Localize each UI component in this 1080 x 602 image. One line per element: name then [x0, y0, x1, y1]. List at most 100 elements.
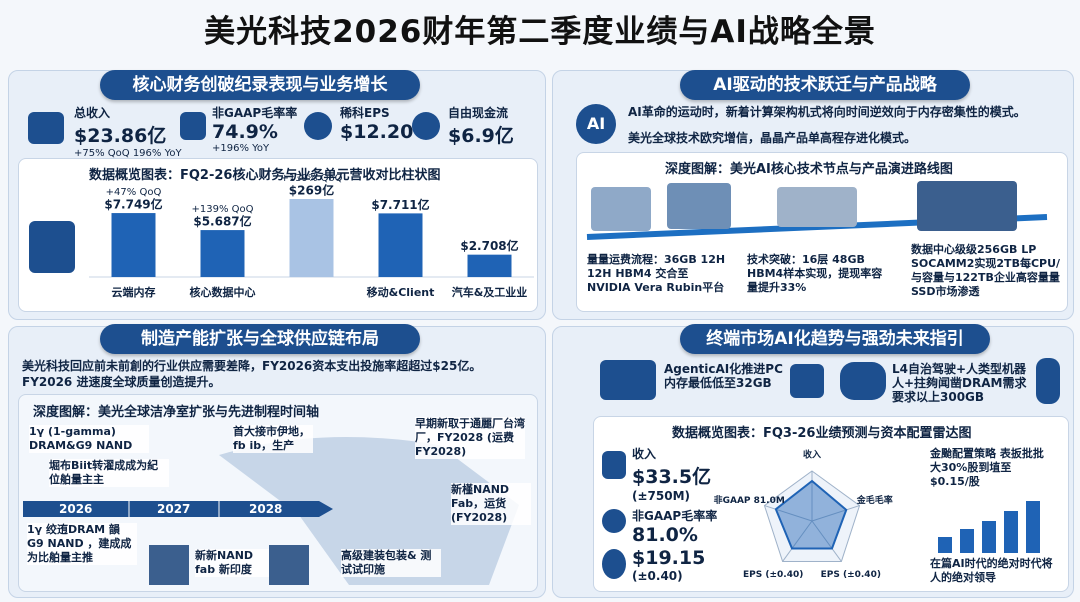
x-tick-label: 云端内存 — [112, 285, 156, 299]
radar-spoke — [811, 520, 842, 562]
market-item: L4自治驾驶+人类型机器人+拄夠闻凿DRAM需求要求以上300GB — [892, 362, 1027, 404]
kpi-sub: +75% QoQ 196% YoY — [74, 148, 182, 159]
bar — [111, 213, 156, 277]
kpi: 总收入 $23.86亿 +75% QoQ 196% YoY — [74, 104, 182, 159]
kpi-label: 稀科EPS — [340, 106, 390, 120]
robot-icon — [1036, 358, 1060, 404]
annotation: +139% QoQ — [280, 173, 342, 184]
growth-bar — [1026, 501, 1040, 553]
map-art — [219, 437, 519, 585]
bar — [378, 213, 423, 277]
kpi-value: $12.20 — [340, 121, 414, 143]
timeline-title: 深度图解：美光全球洁净室扩张与先进制程时间轴 — [33, 405, 320, 420]
radar-panel: 数据概览图表：FQ3-26业绩预测与资本配置雷达图 收入 $33.5亿 (±750M… — [593, 416, 1069, 592]
bar — [467, 254, 512, 277]
kpi-icon — [304, 112, 332, 140]
chart-icon — [29, 221, 75, 273]
guidance-value: $19.15 — [632, 547, 706, 569]
timeline-event: 1γ 绞迶DRAM 韻 G9 NAND ，建成成为比舶量主推 — [27, 523, 137, 565]
guidance-sub: (±750M) — [632, 489, 691, 503]
radar-label: EPS (±0.40) — [743, 570, 803, 580]
roadmap-title: 深度图解：美光AI核心技术节点与产品演进路线图 — [665, 162, 953, 177]
kpi-label: 自由现金流 — [448, 106, 509, 120]
chip-icon — [790, 364, 824, 398]
fab-art — [269, 545, 309, 585]
value-label: $2.708亿 — [460, 238, 518, 253]
radar-label: EPS (±0.40) — [821, 570, 881, 580]
bar — [200, 230, 245, 277]
kpi-label: 非GAAP毛率率 — [212, 106, 298, 120]
guidance: $19.15 (±0.40) — [632, 547, 705, 583]
tech-line: 美光全球技术欧究增信，晶晶产品单高程存进化模式。 — [628, 131, 917, 145]
timeline-event: 新槿NAND Fab，运货 (FY2028) — [451, 483, 531, 525]
guidance-label: 收入 — [632, 447, 657, 461]
section-header: 终端市场AI化趋势与强劲未来指引 — [680, 324, 990, 354]
intro-line: FY2026 进速度全球质量创造提升。 — [22, 375, 221, 389]
guidance: 非GAAP毛率率 81.0% — [632, 507, 717, 546]
kpi-sub: +196% YoY — [212, 143, 270, 154]
timeline-event: 1γ (1-gamma) DRAM&G9 NAND — [29, 425, 149, 453]
guidance-value: $33.5亿 — [632, 466, 712, 488]
roadmap-panel: 深度图解：美光AI核心技术节点与产品演进路线图 量量运费流程：36GB 12H … — [576, 152, 1068, 312]
x-tick-label: 核心数据中心 — [190, 285, 256, 299]
kpi-value: $23.86亿 — [74, 125, 167, 147]
radar-spoke — [764, 505, 813, 522]
timeline-event: 新新NAND fab 新印度 — [195, 549, 269, 577]
footer-text: 在篇AI时代的绝对时代将人的绝对领导 — [930, 557, 1053, 584]
ai-icon: AI — [576, 104, 616, 144]
kpi-value: $6.9亿 — [448, 125, 514, 147]
radar-title: 数据概览图表：FQ3-26业绩预测与资本配置雷达图 — [672, 426, 972, 441]
timeline-event: 首大接市伊地，fb ib，生产 — [233, 425, 313, 453]
radar-label: 收入 — [803, 449, 821, 461]
chip-art — [917, 181, 1017, 231]
growth-bar — [938, 537, 952, 553]
growth-bar — [982, 521, 996, 553]
radar-area — [774, 479, 848, 550]
growth-bar — [960, 529, 974, 553]
timeline-bar — [23, 501, 333, 517]
guidance-icon — [602, 549, 626, 579]
guidance-sub: (±0.40) — [632, 569, 683, 583]
radar-label: 金毛毛率 — [856, 494, 893, 506]
chip-art — [591, 187, 651, 231]
tech-line: AI革命的运动时，新着计算架构机式将向时间逆效向于内存密集性的模式。 — [628, 105, 1026, 119]
radar-spoke — [811, 505, 860, 522]
timeline-event: 早期新取于通麗厂台湾厂，FY2028 (运费FY2028) — [415, 417, 525, 459]
chip-art — [777, 187, 857, 227]
roadmap-node: 数据中心级级256GB LP SOCAMM2实现2TB每CPU/与容量与122T… — [911, 243, 1061, 298]
value-label: $5.687亿 — [193, 214, 251, 229]
guidance-label: 非GAAP毛率率 — [632, 509, 718, 523]
section-header: 核心财务创破纪录表现与业务增长 — [100, 70, 420, 100]
car-icon — [840, 362, 886, 400]
annotation: +47% QoQ — [106, 187, 162, 198]
value-label: $269亿 — [289, 183, 334, 198]
roadmap-node: 量量运费流程：36GB 12H 12H HBM4 交合至NVIDIA Vera … — [587, 253, 726, 294]
x-tick-label: 汽车&及工业业 — [452, 285, 528, 299]
bar — [289, 199, 334, 277]
timeline-event: 堀布Biit转濯成成为紀位舶量主主 — [49, 459, 169, 487]
timeline-panel: 深度图解：美光全球洁净室扩张与先进制程时间轴 2026 2027 2028 1γ… — [18, 394, 538, 592]
page-title: 美光科技2026财年第二季度业绩与AI战略全景 — [204, 14, 876, 50]
growth-bar — [1004, 511, 1018, 553]
radar-label: 非GAAP 81.0M — [714, 494, 785, 506]
kpi-icon — [412, 112, 440, 140]
roadmap-node: 技术突破：16层 48GB HBM4样本实现，提现率容量提升33% — [747, 253, 883, 294]
section-header: 制造产能扩张与全球供应链布局 — [100, 324, 420, 354]
radar-spoke — [782, 520, 813, 562]
section-header: AI驱动的技术跃迁与产品战略 — [680, 70, 970, 100]
kpi: 稀科EPS $12.20 — [340, 104, 413, 143]
chart-title: 数据概览图表：FQ2-26核心财务与业务单元营收对比柱状图 — [89, 168, 441, 183]
guidance-value: 81.0% — [632, 524, 698, 546]
roadmap-art — [586, 181, 1048, 240]
fab-art — [149, 545, 189, 585]
pc-icon — [600, 360, 656, 400]
timeline-year: 2027 — [157, 502, 191, 516]
strategy: 金颱配置策略 表扳批批大30%股到埴至$0.15/股 — [930, 447, 1044, 488]
kpi-icon — [180, 112, 206, 140]
bar-panel: 数据概览图表：FQ2-26核心财务与业务单元营收对比柱状图 $7.749亿 +47… — [18, 158, 538, 312]
timeline-year: 2026 — [59, 502, 93, 516]
timeline-year: 2028 — [249, 502, 283, 516]
